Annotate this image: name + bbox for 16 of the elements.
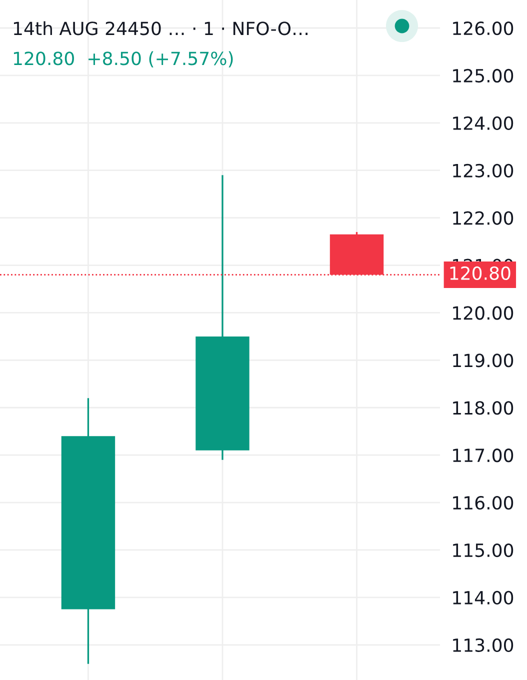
y-tick-label: 123.00 <box>453 164 514 178</box>
ref-line-label: 120.80 <box>450 266 510 280</box>
y-tick-label: 119.00 <box>453 354 514 368</box>
y-tick-label: 122.00 <box>453 211 514 225</box>
y-tick-label: 117.00 <box>453 448 514 462</box>
y-tick-label: 120.00 <box>453 306 514 320</box>
y-tick-label: 116.00 <box>453 496 514 510</box>
text: 14th AUG 24450 … · 1 · NFO-O… <box>14 21 308 36</box>
y-tick-label: 115.00 <box>453 543 514 558</box>
y-tick-label: 118.00 <box>453 401 514 415</box>
text: 120.80 +8.50 (+7.57%) <box>14 51 233 68</box>
y-tick-label: 125.00 <box>453 68 514 83</box>
y-tick-label: 113.00 <box>453 638 514 652</box>
y-tick-label: 126.00 <box>453 21 514 36</box>
y-tick-label: 124.00 <box>453 116 514 130</box>
y-tick-label: 114.00 <box>453 590 514 605</box>
